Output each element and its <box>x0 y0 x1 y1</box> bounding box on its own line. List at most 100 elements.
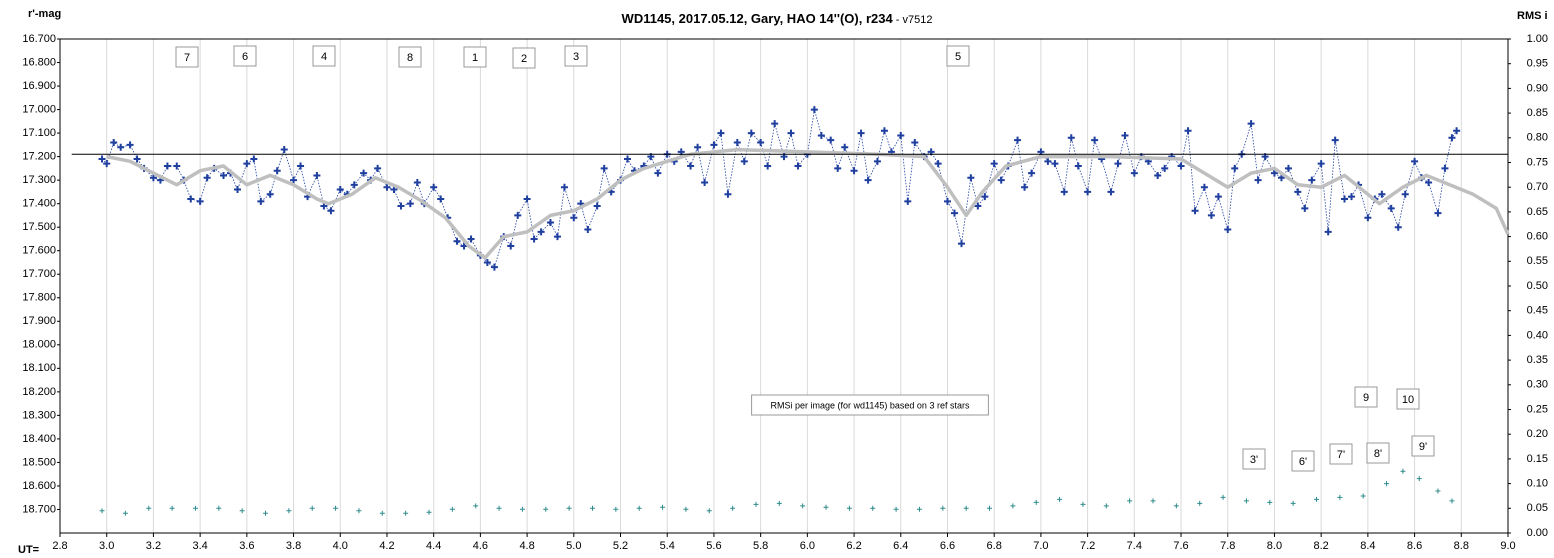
y-tick-label: 16.700 <box>22 33 56 45</box>
y-tick-label: 16.800 <box>22 56 56 68</box>
data-point <box>126 141 134 149</box>
x-tick-label: 8.2 <box>1314 540 1329 552</box>
data-point <box>747 129 755 137</box>
data-point <box>273 167 281 175</box>
y2-tick-label: 0.45 <box>1527 305 1548 317</box>
data-point <box>203 174 211 182</box>
data-point <box>313 171 321 179</box>
y2-tick-label: 0.25 <box>1527 403 1548 415</box>
data-point <box>1177 162 1185 170</box>
data-point <box>880 127 888 135</box>
data-point <box>1360 493 1366 499</box>
x-axis-label: UT= <box>18 544 39 556</box>
data-point <box>103 160 111 168</box>
data-point <box>593 202 601 210</box>
y-tick-label: 17.700 <box>22 268 56 280</box>
data-point <box>1416 476 1422 482</box>
annotation-box <box>946 45 970 67</box>
x-tick-label: 6.4 <box>893 540 908 552</box>
data-point <box>379 510 385 516</box>
y-tick-label: 17.800 <box>22 292 56 304</box>
data-point <box>963 505 969 511</box>
data-point <box>1084 188 1092 196</box>
data-point <box>1184 127 1192 135</box>
data-point <box>1425 178 1433 186</box>
annotation-box <box>1411 435 1435 457</box>
data-point <box>893 506 899 512</box>
x-tick-label: 4.8 <box>519 540 534 552</box>
y-tick-label: 17.100 <box>22 127 56 139</box>
data-point <box>110 139 118 147</box>
data-point <box>694 143 702 151</box>
data-point <box>1214 193 1222 201</box>
y2-tick-label: 0.15 <box>1527 453 1548 465</box>
data-point <box>1394 223 1402 231</box>
data-point <box>280 146 288 154</box>
annotation: 10 <box>1402 394 1414 406</box>
data-point <box>1331 136 1339 144</box>
data-point <box>290 176 298 184</box>
annotation: 6' <box>1299 456 1307 468</box>
data-point <box>916 506 922 512</box>
x-tick-label: 5.8 <box>753 540 768 552</box>
y2-tick-label: 1.00 <box>1527 33 1548 45</box>
data-point <box>794 162 802 170</box>
data-point <box>473 503 479 509</box>
data-point <box>1220 494 1226 500</box>
data-point <box>1308 176 1316 184</box>
data-point <box>1080 501 1086 507</box>
data-point <box>553 233 561 241</box>
annotation-box <box>751 394 989 416</box>
y-tick-label: 18.400 <box>22 433 56 445</box>
y2-tick-label: 0.65 <box>1527 206 1548 218</box>
y-tick-label: 18.500 <box>22 456 56 468</box>
chart-subtitle: - v7512 <box>893 14 933 26</box>
y2-tick-label: 0.30 <box>1527 379 1548 391</box>
data-point <box>1401 190 1409 198</box>
data-point <box>1387 204 1395 212</box>
data-point <box>537 228 545 236</box>
data-point <box>449 506 455 512</box>
annotation: 4 <box>321 51 327 63</box>
data-point <box>1337 494 1343 500</box>
y2-tick-label: 0.70 <box>1527 181 1548 193</box>
annotation: 1 <box>472 52 478 64</box>
x-tick-label: 4.2 <box>379 540 394 552</box>
x-tick-label: 8.6 <box>1407 540 1422 552</box>
y-tick-label: 18.300 <box>22 409 56 421</box>
data-point <box>297 162 305 170</box>
data-point <box>98 155 106 163</box>
annotation: 9' <box>1419 441 1427 453</box>
annotation: 3 <box>573 51 579 63</box>
data-point <box>196 197 204 205</box>
data-point <box>233 186 241 194</box>
annotation-box <box>1291 450 1315 472</box>
data-point <box>1130 169 1138 177</box>
data-point <box>333 505 339 511</box>
y2-tick-label: 0.05 <box>1527 502 1548 514</box>
data-point <box>519 506 525 512</box>
data-point <box>1453 127 1461 135</box>
data-point <box>1441 164 1449 172</box>
chart-title: WD1145, 2017.05.12, Gary, HAO 14''(O), r… <box>622 11 894 26</box>
annotation: 9 <box>1363 392 1369 404</box>
data-point <box>286 508 292 514</box>
data-point <box>1067 134 1075 142</box>
y2-tick-label: 0.85 <box>1527 107 1548 119</box>
x-tick-label: 6.0 <box>800 540 815 552</box>
data-point <box>1114 160 1122 168</box>
data-point <box>243 160 251 168</box>
x-tick-label: 5.0 <box>566 540 581 552</box>
data-point <box>990 160 998 168</box>
data-point <box>1033 499 1039 505</box>
data-point <box>1378 190 1386 198</box>
data-point <box>897 131 905 139</box>
y-tick-label: 17.900 <box>22 315 56 327</box>
series-line <box>106 147 1510 260</box>
data-point <box>717 129 725 137</box>
data-point <box>543 506 549 512</box>
data-point <box>764 162 772 170</box>
data-point <box>636 505 642 511</box>
data-point <box>460 242 468 250</box>
y2-tick-label: 0.20 <box>1527 428 1548 440</box>
